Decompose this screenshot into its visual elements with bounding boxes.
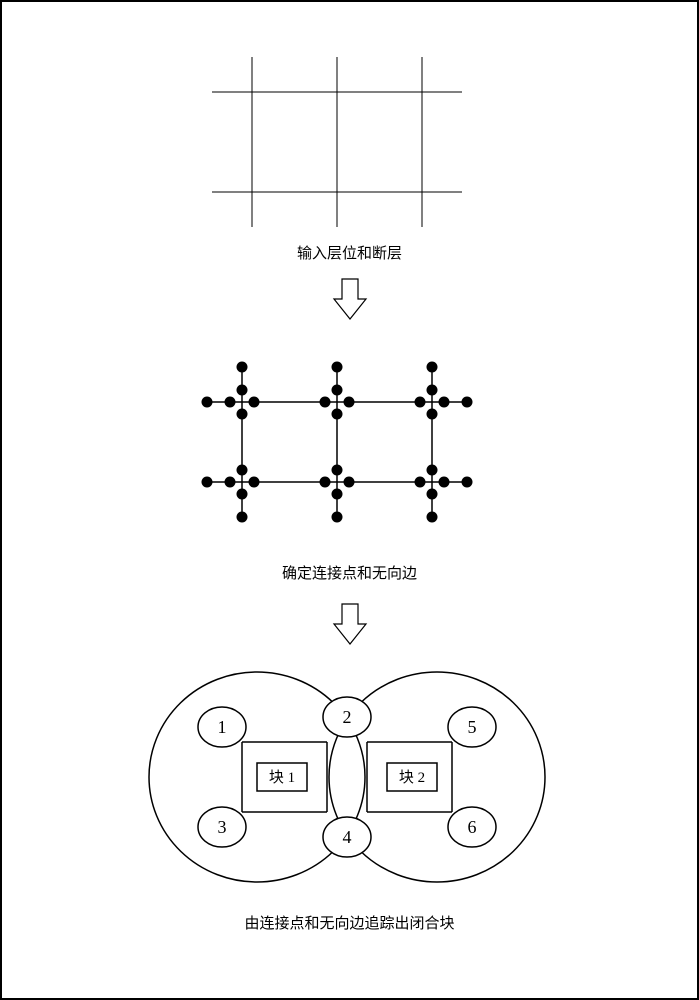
panel2-grid xyxy=(187,342,487,542)
panel3-caption: 由连接点和无向边追踪出闭合块 xyxy=(2,912,697,933)
node-1-label: 1 xyxy=(218,717,227,737)
arrow-2 xyxy=(330,602,370,647)
node-3-label: 3 xyxy=(218,817,227,837)
page-frame: 输入层位和断层 xyxy=(0,0,699,1000)
panel3-graph: 1 2 5 3 4 6 块 1 块 2 xyxy=(122,662,572,897)
block1-label: 块 1 xyxy=(269,769,295,786)
node-2-label: 2 xyxy=(343,707,352,727)
node-4-label: 4 xyxy=(343,827,352,847)
panel2-caption: 确定连接点和无向边 xyxy=(2,562,697,583)
panel1-caption: 输入层位和断层 xyxy=(2,242,697,263)
node-5-label: 5 xyxy=(468,717,477,737)
arrow-1 xyxy=(330,277,370,322)
panel1-grid xyxy=(212,57,462,227)
node-6-label: 6 xyxy=(468,817,477,837)
block2-label: 块 2 xyxy=(399,769,425,786)
